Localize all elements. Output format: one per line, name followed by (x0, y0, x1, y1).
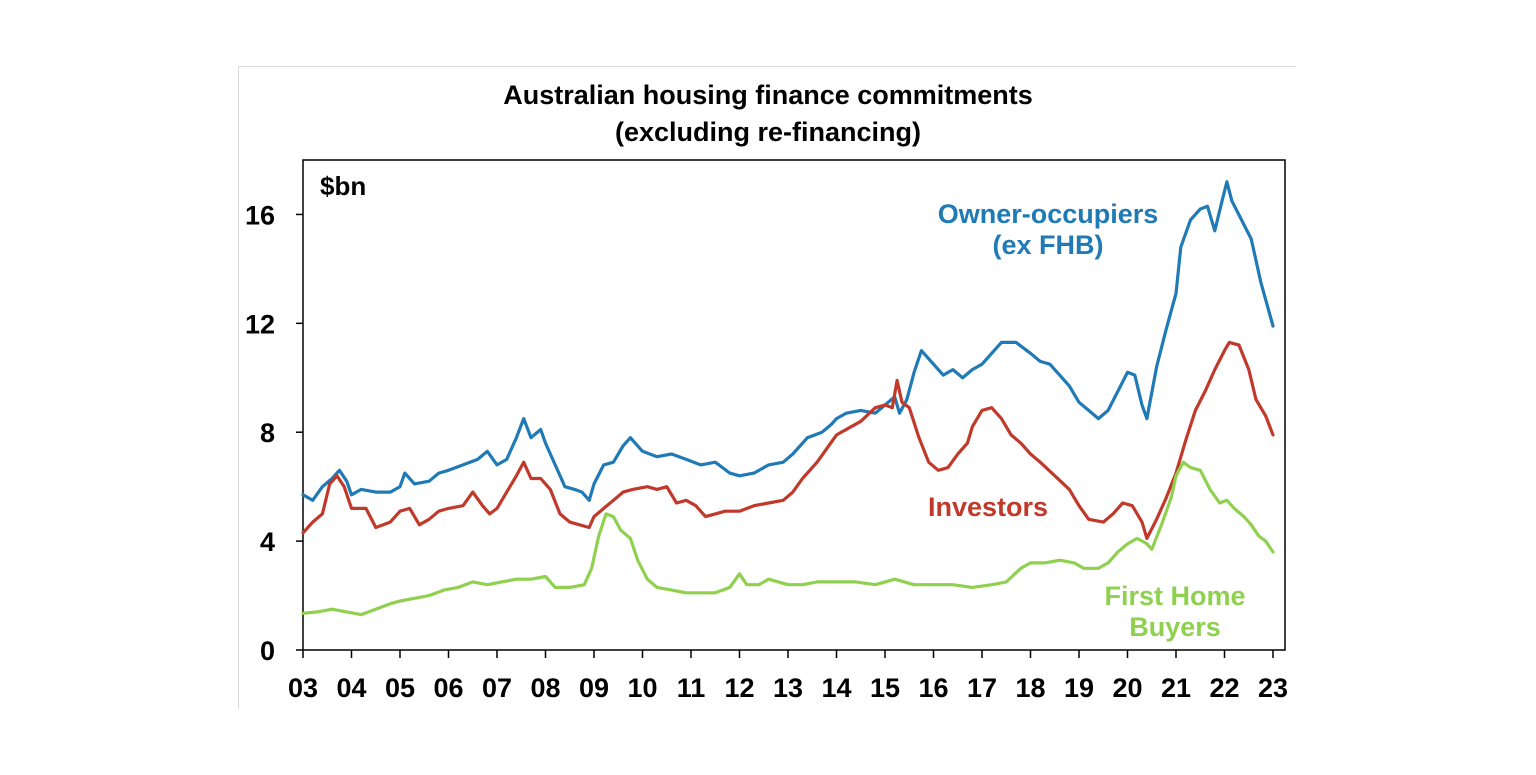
x-tick-label: 15 (870, 673, 900, 703)
y-tick-label: 0 (260, 636, 275, 666)
x-tick-label: 17 (967, 673, 997, 703)
x-tick-label: 19 (1064, 673, 1094, 703)
y-tick-label: 8 (260, 418, 275, 448)
unit-label: $bn (320, 171, 366, 201)
x-tick-label: 05 (385, 673, 415, 703)
series-label-owner-occupiers: Owner-occupiers (938, 199, 1159, 229)
series-label-investors: Investors (928, 492, 1048, 522)
x-tick-label: 23 (1258, 673, 1288, 703)
y-tick-label: 16 (245, 200, 275, 230)
x-tick-label: 20 (1112, 673, 1142, 703)
x-tick-label: 14 (821, 673, 851, 703)
x-tick-label: 12 (724, 673, 754, 703)
series-line-first-home-buyers (301, 460, 1275, 617)
series-label-first-home-buyers: Buyers (1129, 612, 1221, 642)
x-axis: 03 04 05 06 07 08 09 10 11 12 13 14 15 16 17 18 19 20 21 22… (288, 650, 1288, 703)
x-tick-label: 06 (433, 673, 463, 703)
x-tick-label: 07 (482, 673, 512, 703)
x-tick-label: 22 (1209, 673, 1239, 703)
series-line-investors (301, 340, 1275, 540)
y-axis: 0 4 8 12 16 (245, 200, 303, 666)
series-labels: Owner-occupiers(ex FHB) Investors First Ho… (928, 199, 1246, 642)
x-tick-label: 18 (1015, 673, 1045, 703)
x-tick-label: 16 (918, 673, 948, 703)
x-tick-label: 08 (530, 673, 560, 703)
series-line-owner-occupiers (301, 180, 1275, 502)
x-tick-label: 13 (773, 673, 803, 703)
x-tick-label: 21 (1161, 673, 1191, 703)
series-label-first-home-buyers: First Home (1104, 581, 1245, 611)
x-tick-label: 11 (677, 673, 706, 703)
y-tick-label: 12 (245, 309, 275, 339)
x-tick-label: 04 (336, 673, 366, 703)
x-tick-label: 10 (627, 673, 657, 703)
chart-subtitle: (excluding re-financing) (614, 117, 922, 147)
y-tick-label: 4 (260, 527, 275, 557)
series-lines (301, 180, 1275, 617)
x-tick-label: 03 (288, 673, 318, 703)
series-label-owner-occupiers: (ex FHB) (992, 230, 1103, 260)
chart-frame (238, 66, 1296, 709)
plot-area (302, 159, 1286, 651)
chart-title: Australian housing finance commitments (503, 80, 1033, 110)
x-tick-label: 09 (579, 673, 609, 703)
